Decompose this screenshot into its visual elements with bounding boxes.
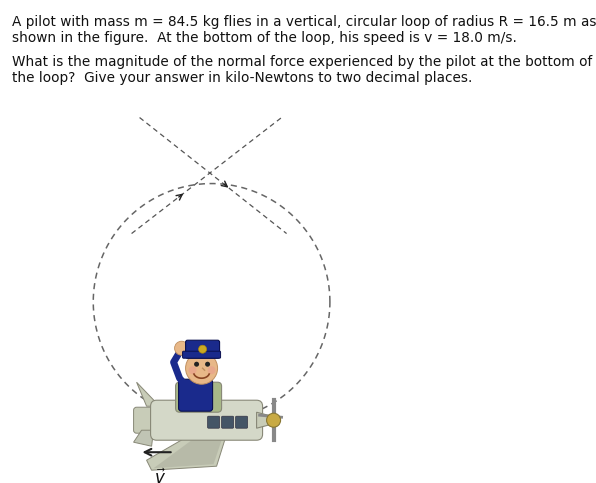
Polygon shape [257, 412, 280, 428]
FancyBboxPatch shape [151, 400, 263, 440]
Text: the loop?  Give your answer in kilo-Newtons to two decimal places.: the loop? Give your answer in kilo-Newto… [12, 71, 473, 85]
Circle shape [266, 413, 281, 427]
Circle shape [175, 341, 188, 355]
Circle shape [188, 366, 197, 374]
FancyBboxPatch shape [222, 416, 234, 428]
Circle shape [198, 345, 207, 353]
Polygon shape [147, 434, 226, 470]
Text: shown in the figure.  At the bottom of the loop, his speed is v = 18.0 m/s.: shown in the figure. At the bottom of th… [12, 31, 517, 45]
Text: What is the magnitude of the normal force experienced by the pilot at the bottom: What is the magnitude of the normal forc… [12, 55, 592, 69]
Polygon shape [154, 440, 222, 468]
FancyBboxPatch shape [134, 407, 162, 433]
FancyBboxPatch shape [207, 416, 219, 428]
Circle shape [185, 352, 218, 384]
Text: $\vec{v}$: $\vec{v}$ [154, 468, 166, 483]
FancyBboxPatch shape [182, 351, 221, 358]
Circle shape [207, 366, 216, 374]
Polygon shape [136, 382, 160, 406]
FancyBboxPatch shape [179, 379, 213, 411]
Text: A pilot with mass m = 84.5 kg flies in a vertical, circular loop of radius R = 1: A pilot with mass m = 84.5 kg flies in a… [12, 15, 596, 29]
FancyBboxPatch shape [176, 382, 222, 412]
Circle shape [205, 362, 210, 367]
Polygon shape [134, 430, 154, 446]
FancyBboxPatch shape [185, 340, 219, 358]
Circle shape [194, 362, 199, 367]
FancyBboxPatch shape [235, 416, 247, 428]
